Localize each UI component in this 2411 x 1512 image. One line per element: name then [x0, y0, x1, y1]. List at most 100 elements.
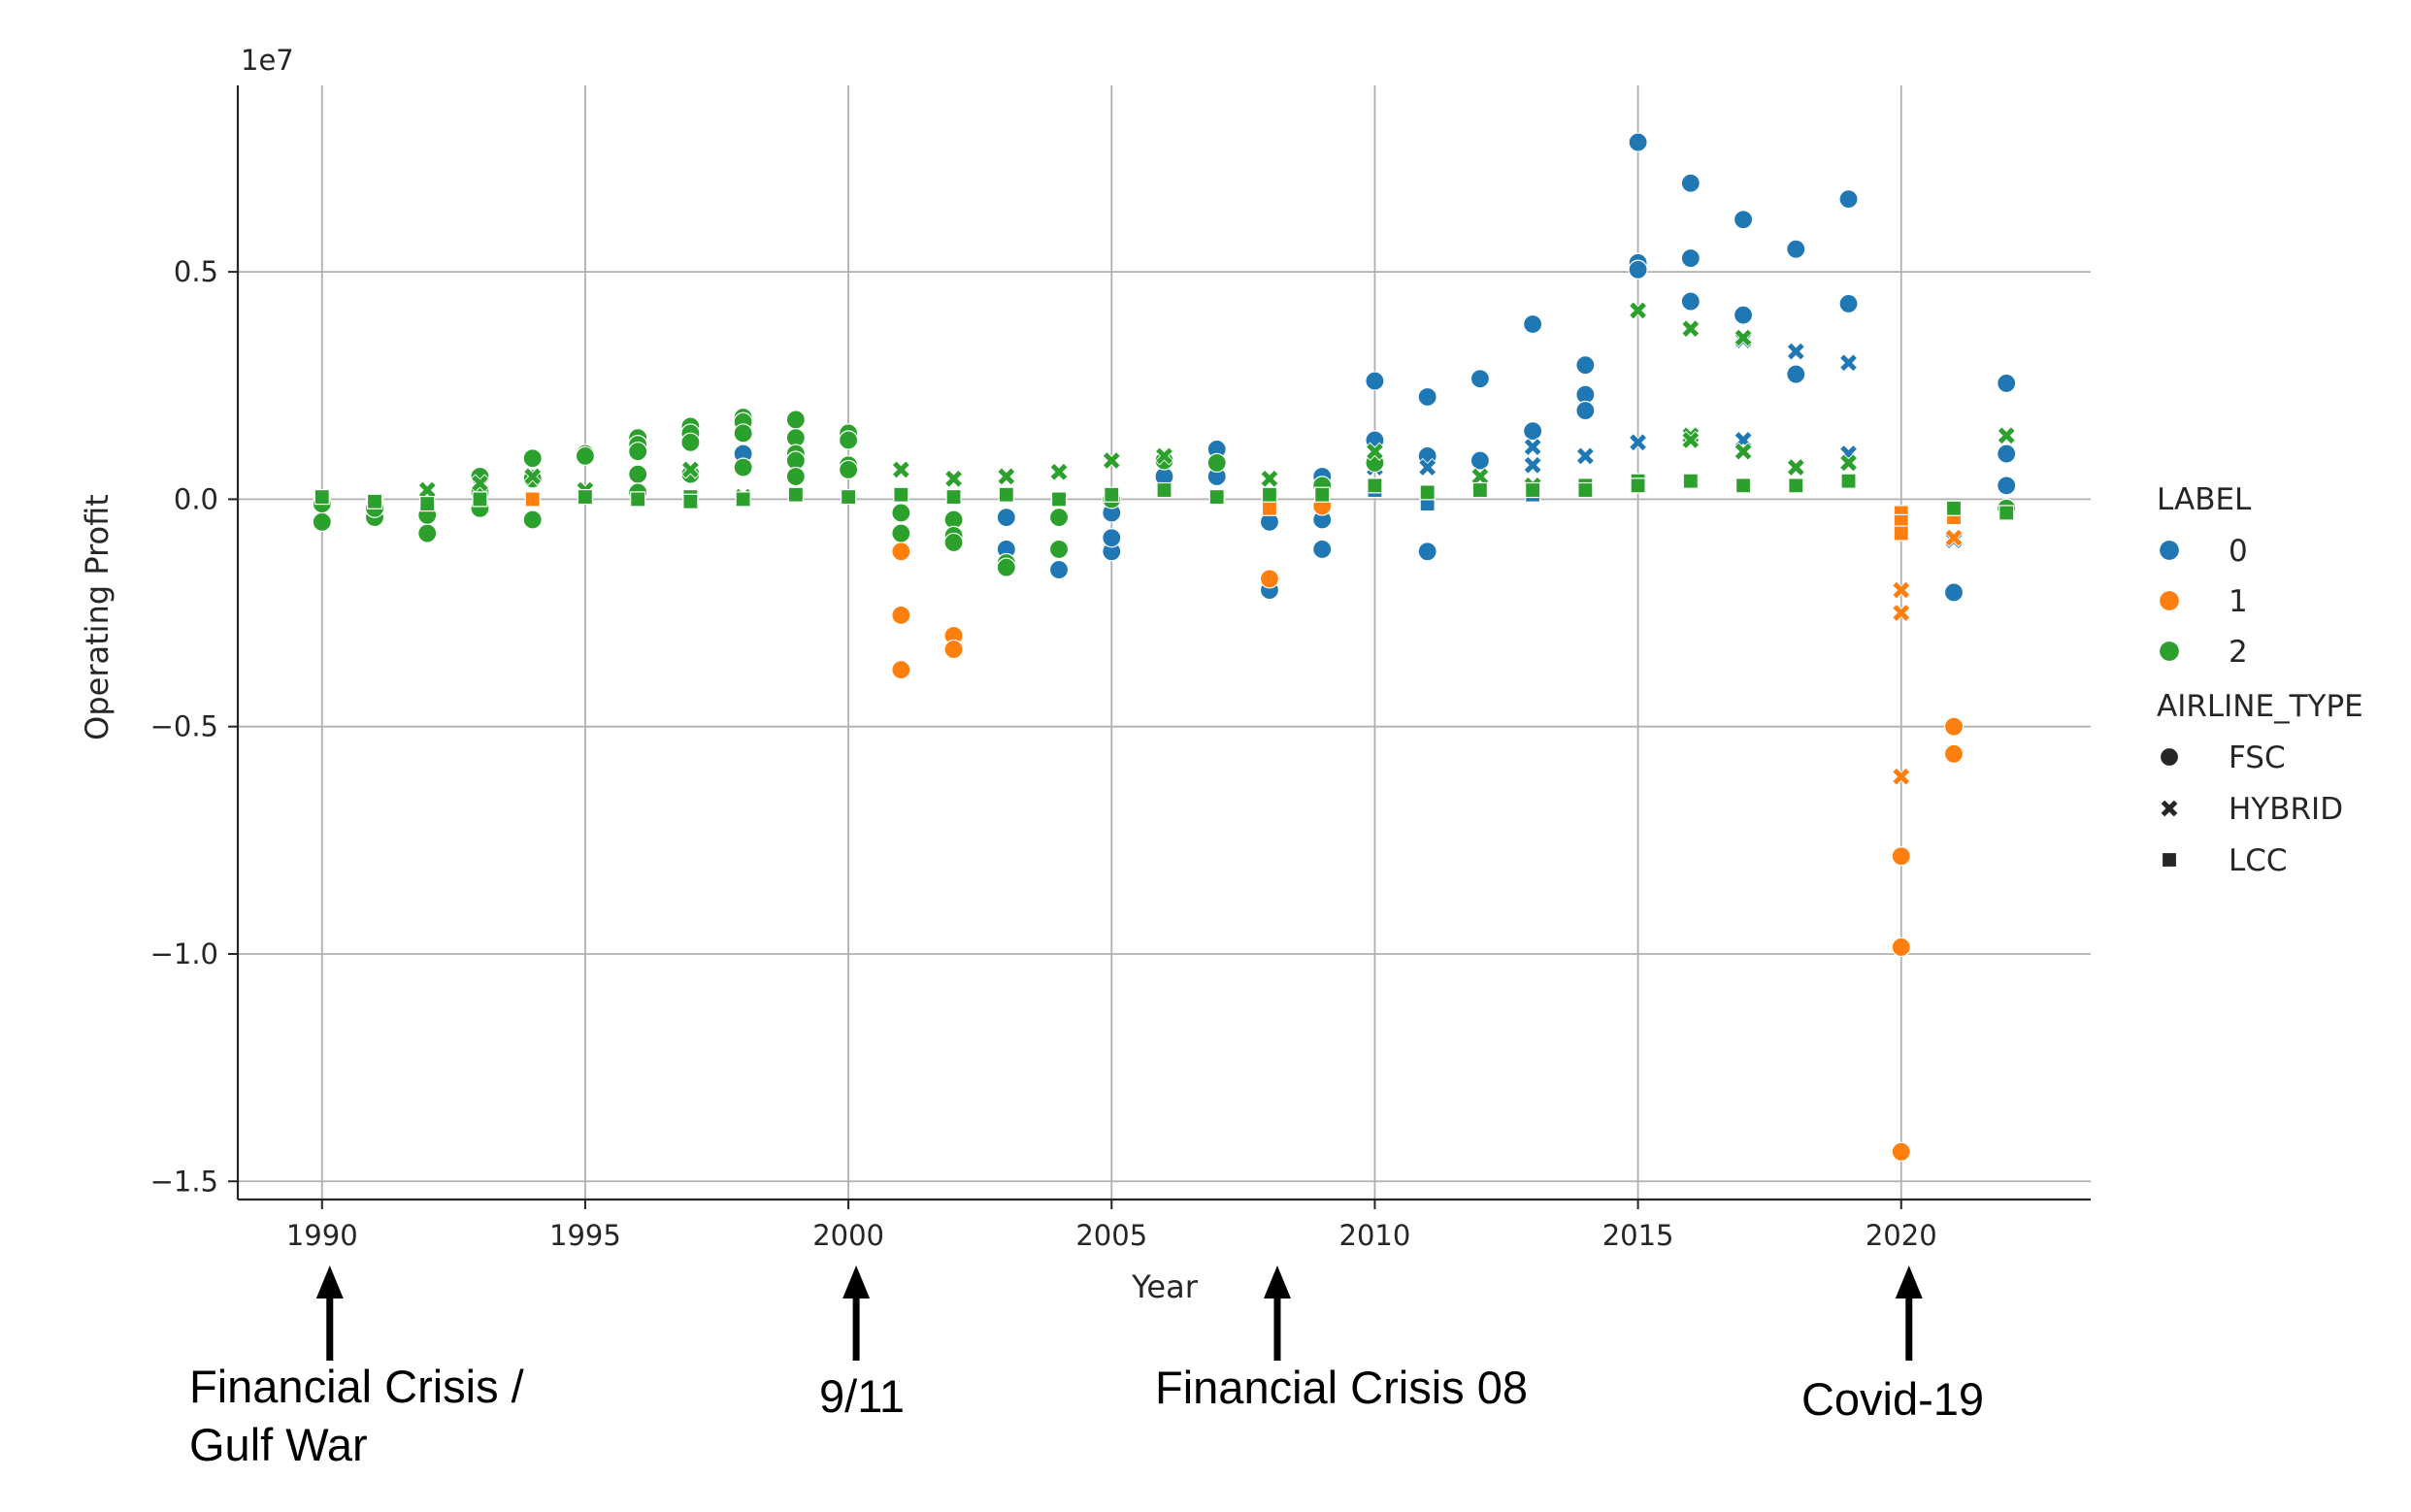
legend-hue-marker — [2158, 640, 2181, 663]
data-point-label-2-fsc — [891, 503, 911, 523]
y-tick-label: 0.5 — [174, 255, 218, 288]
legend-hue-title: LABEL — [2157, 482, 2252, 517]
data-point-label-0-fsc — [1628, 259, 1648, 279]
data-point-label-2-fsc — [733, 457, 753, 477]
data-point-label-2-lcc — [682, 493, 699, 509]
data-point-label-2-hybrid — [891, 460, 910, 479]
data-point-label-2-fsc — [733, 423, 753, 444]
data-point-label-1-lcc — [1261, 500, 1278, 516]
data-point-label-2-lcc — [1525, 481, 1541, 499]
data-point-label-2-lcc — [314, 488, 330, 506]
x-axis-label: Year — [1131, 1268, 1199, 1305]
data-point-label-2-hybrid — [1734, 442, 1753, 461]
data-point-label-1-fsc — [1943, 716, 1965, 737]
data-point-label-1-hybrid — [1944, 528, 1964, 547]
data-point-label-2-lcc — [998, 486, 1014, 503]
data-point-label-2-lcc — [1314, 486, 1331, 503]
data-point-label-2-fsc — [891, 523, 911, 543]
legend-style-label: HYBRID — [2229, 792, 2343, 827]
y-tick-label: −1.0 — [150, 937, 218, 970]
tick-marks-and-labels: 1990 1995 2000 2005 2010 2015 2020 −1.5 −1.0 −0.5… — [150, 255, 1937, 1252]
data-point-label-2-fsc — [628, 442, 648, 462]
legend-hue-marker — [2158, 589, 2181, 612]
data-point-label-1-fsc — [1891, 937, 1911, 958]
data-point-label-1-lcc — [524, 491, 541, 508]
data-point-label-2-lcc — [419, 495, 436, 512]
data-point-label-2-lcc — [577, 488, 594, 506]
data-point-label-2-lcc — [735, 491, 751, 508]
legend: LABEL AIRLINE_TYPE 0 1 2 FSC HYBRID LCC — [2157, 482, 2363, 878]
data-point-label-1-fsc — [1259, 569, 1280, 589]
data-point-label-2-hybrid — [943, 469, 964, 488]
data-point-label-0-fsc — [1943, 582, 1965, 603]
x-tick-label: 1995 — [549, 1219, 621, 1252]
x-tick-label: 1990 — [286, 1219, 358, 1252]
data-point-label-2-hybrid — [1681, 430, 1701, 450]
data-point-label-2-hybrid — [1470, 467, 1490, 486]
data-point-label-2-hybrid — [1102, 450, 1121, 471]
legend-hue-label: 2 — [2229, 635, 2248, 670]
data-point-label-2-hybrid — [1997, 426, 2016, 445]
data-point-label-0-fsc — [1680, 291, 1701, 312]
data-point-label-2-lcc — [1104, 486, 1120, 503]
data-point-label-2-lcc — [1261, 486, 1278, 503]
data-point-label-1-fsc — [943, 639, 964, 660]
x-tick-label: 2000 — [812, 1219, 884, 1252]
data-point-label-2-lcc — [366, 493, 383, 509]
data-point-label-2-lcc — [1840, 473, 1857, 489]
data-point-label-2-hybrid — [523, 467, 543, 486]
data-point-label-2-lcc — [1367, 477, 1383, 494]
data-point-label-1-fsc — [1891, 846, 1911, 867]
data-point-label-0-hybrid — [1786, 342, 1805, 361]
legend-hue-label: 0 — [2229, 534, 2248, 569]
annotation-text-line: Covid-19 — [1801, 1373, 1984, 1425]
legend-style-label: LCC — [2229, 843, 2288, 878]
data-point-label-0-fsc — [1838, 189, 1859, 210]
data-point-label-0-fsc — [1997, 476, 2017, 496]
data-point-label-0-hybrid — [1628, 433, 1648, 452]
legend-style-marker — [2161, 851, 2178, 869]
data-point-label-0-fsc — [1470, 450, 1490, 471]
data-point-label-0-fsc — [1628, 132, 1648, 152]
data-point-label-2-hybrid — [1154, 446, 1174, 466]
data-point-label-2-fsc — [1048, 508, 1070, 528]
data-point-label-0-fsc — [996, 508, 1016, 528]
data-point-label-0-fsc — [1733, 305, 1754, 325]
data-point-label-0-hybrid — [1838, 353, 1859, 373]
data-points — [312, 132, 2017, 1162]
x-tick-label: 2010 — [1339, 1219, 1411, 1252]
data-point-label-2-fsc — [312, 511, 332, 532]
data-point-label-0-fsc — [1575, 355, 1596, 376]
data-point-label-2-fsc — [839, 459, 859, 480]
data-point-label-1-fsc — [891, 660, 911, 680]
data-point-label-0-fsc — [1102, 528, 1122, 548]
data-point-label-1-lcc — [1893, 525, 1909, 542]
data-point-label-2-lcc — [1682, 473, 1699, 489]
data-point-label-2-hybrid — [680, 460, 701, 479]
axes — [236, 85, 2091, 1201]
data-point-label-0-fsc — [1997, 444, 2017, 464]
data-point-label-2-fsc — [839, 430, 859, 450]
data-point-label-2-lcc — [1471, 481, 1488, 499]
data-point-label-1-hybrid — [1892, 603, 1911, 623]
data-point-label-2-lcc — [1945, 500, 1963, 516]
data-point-label-0-fsc — [1417, 542, 1437, 562]
y-tick-label: 0.0 — [174, 482, 218, 515]
data-point-label-0-fsc — [1680, 173, 1701, 193]
legend-style-title: AIRLINE_TYPE — [2157, 689, 2363, 724]
data-point-label-2-fsc — [680, 432, 701, 452]
data-point-label-0-fsc — [1312, 539, 1333, 560]
data-point-label-0-fsc — [1365, 371, 1385, 391]
data-point-label-2-fsc — [628, 464, 648, 484]
data-point-label-2-lcc — [1630, 477, 1646, 494]
data-point-label-0-fsc — [1733, 210, 1754, 230]
data-point-label-2-lcc — [1998, 505, 2015, 521]
data-point-label-2-lcc — [1208, 488, 1225, 506]
data-point-label-0-fsc — [1838, 293, 1859, 314]
data-point-label-2-hybrid — [470, 474, 490, 493]
data-point-label-2-hybrid — [1734, 328, 1753, 347]
y-axis-label: Operating Profit — [79, 494, 116, 740]
data-point-label-2-fsc — [575, 445, 596, 466]
data-point-label-2-lcc — [841, 488, 857, 506]
